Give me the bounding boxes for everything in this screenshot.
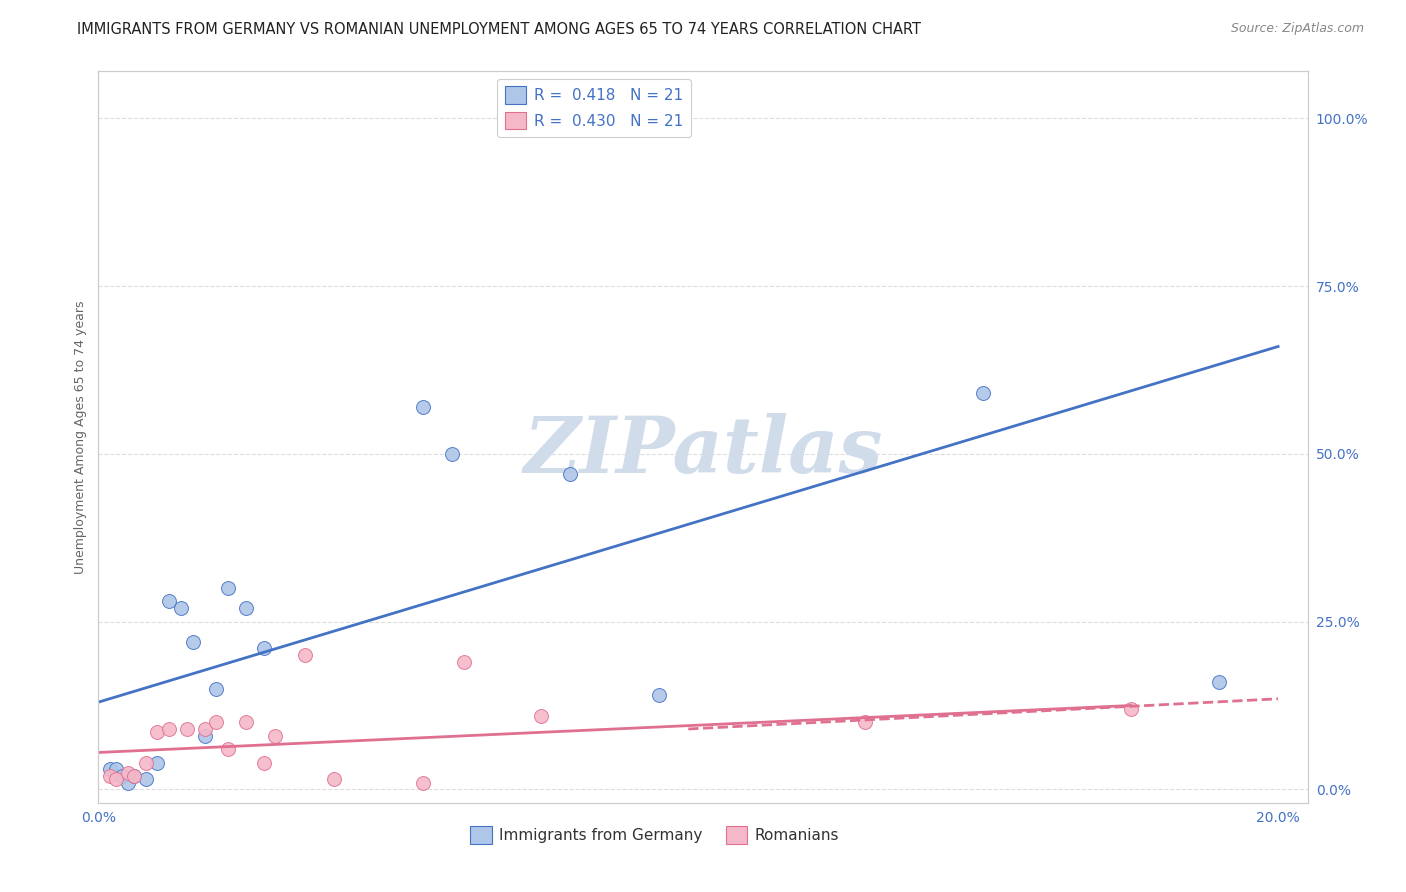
Point: [252, 641, 274, 656]
Point: [441, 447, 464, 461]
Point: [217, 581, 239, 595]
Point: [98, 762, 121, 776]
Point: [122, 769, 145, 783]
Point: [217, 742, 239, 756]
Point: [235, 715, 257, 730]
Point: [1119, 702, 1142, 716]
Point: [170, 601, 193, 615]
Point: [194, 729, 217, 743]
Y-axis label: Unemployment Among Ages 65 to 74 years: Unemployment Among Ages 65 to 74 years: [75, 301, 87, 574]
Point: [294, 648, 316, 662]
Point: [453, 655, 475, 669]
Point: [972, 386, 994, 401]
Point: [181, 634, 204, 648]
Point: [412, 775, 434, 789]
Point: [146, 725, 169, 739]
Point: [98, 769, 121, 783]
Text: Source: ZipAtlas.com: Source: ZipAtlas.com: [1230, 22, 1364, 36]
Point: [176, 722, 198, 736]
Point: [252, 756, 274, 770]
Point: [105, 762, 128, 776]
Point: [122, 769, 145, 783]
Point: [205, 715, 228, 730]
Point: [264, 729, 287, 743]
Text: IMMIGRANTS FROM GERMANY VS ROMANIAN UNEMPLOYMENT AMONG AGES 65 TO 74 YEARS CORRE: IMMIGRANTS FROM GERMANY VS ROMANIAN UNEM…: [77, 22, 921, 37]
Point: [412, 400, 434, 414]
Legend: Immigrants from Germany, Romanians: Immigrants from Germany, Romanians: [464, 820, 845, 850]
Point: [157, 722, 180, 736]
Point: [117, 775, 139, 789]
Point: [648, 689, 671, 703]
Point: [135, 756, 157, 770]
Point: [105, 772, 128, 787]
Point: [111, 769, 134, 783]
Point: [135, 772, 157, 787]
Point: [1208, 675, 1230, 690]
Point: [205, 681, 228, 696]
Point: [146, 756, 169, 770]
Point: [530, 708, 553, 723]
Point: [117, 765, 139, 780]
Point: [323, 772, 346, 787]
Point: [853, 715, 876, 730]
Point: [235, 601, 257, 615]
Point: [157, 594, 180, 608]
Point: [560, 467, 582, 481]
Text: ZIPatlas: ZIPatlas: [523, 414, 883, 490]
Point: [194, 722, 217, 736]
